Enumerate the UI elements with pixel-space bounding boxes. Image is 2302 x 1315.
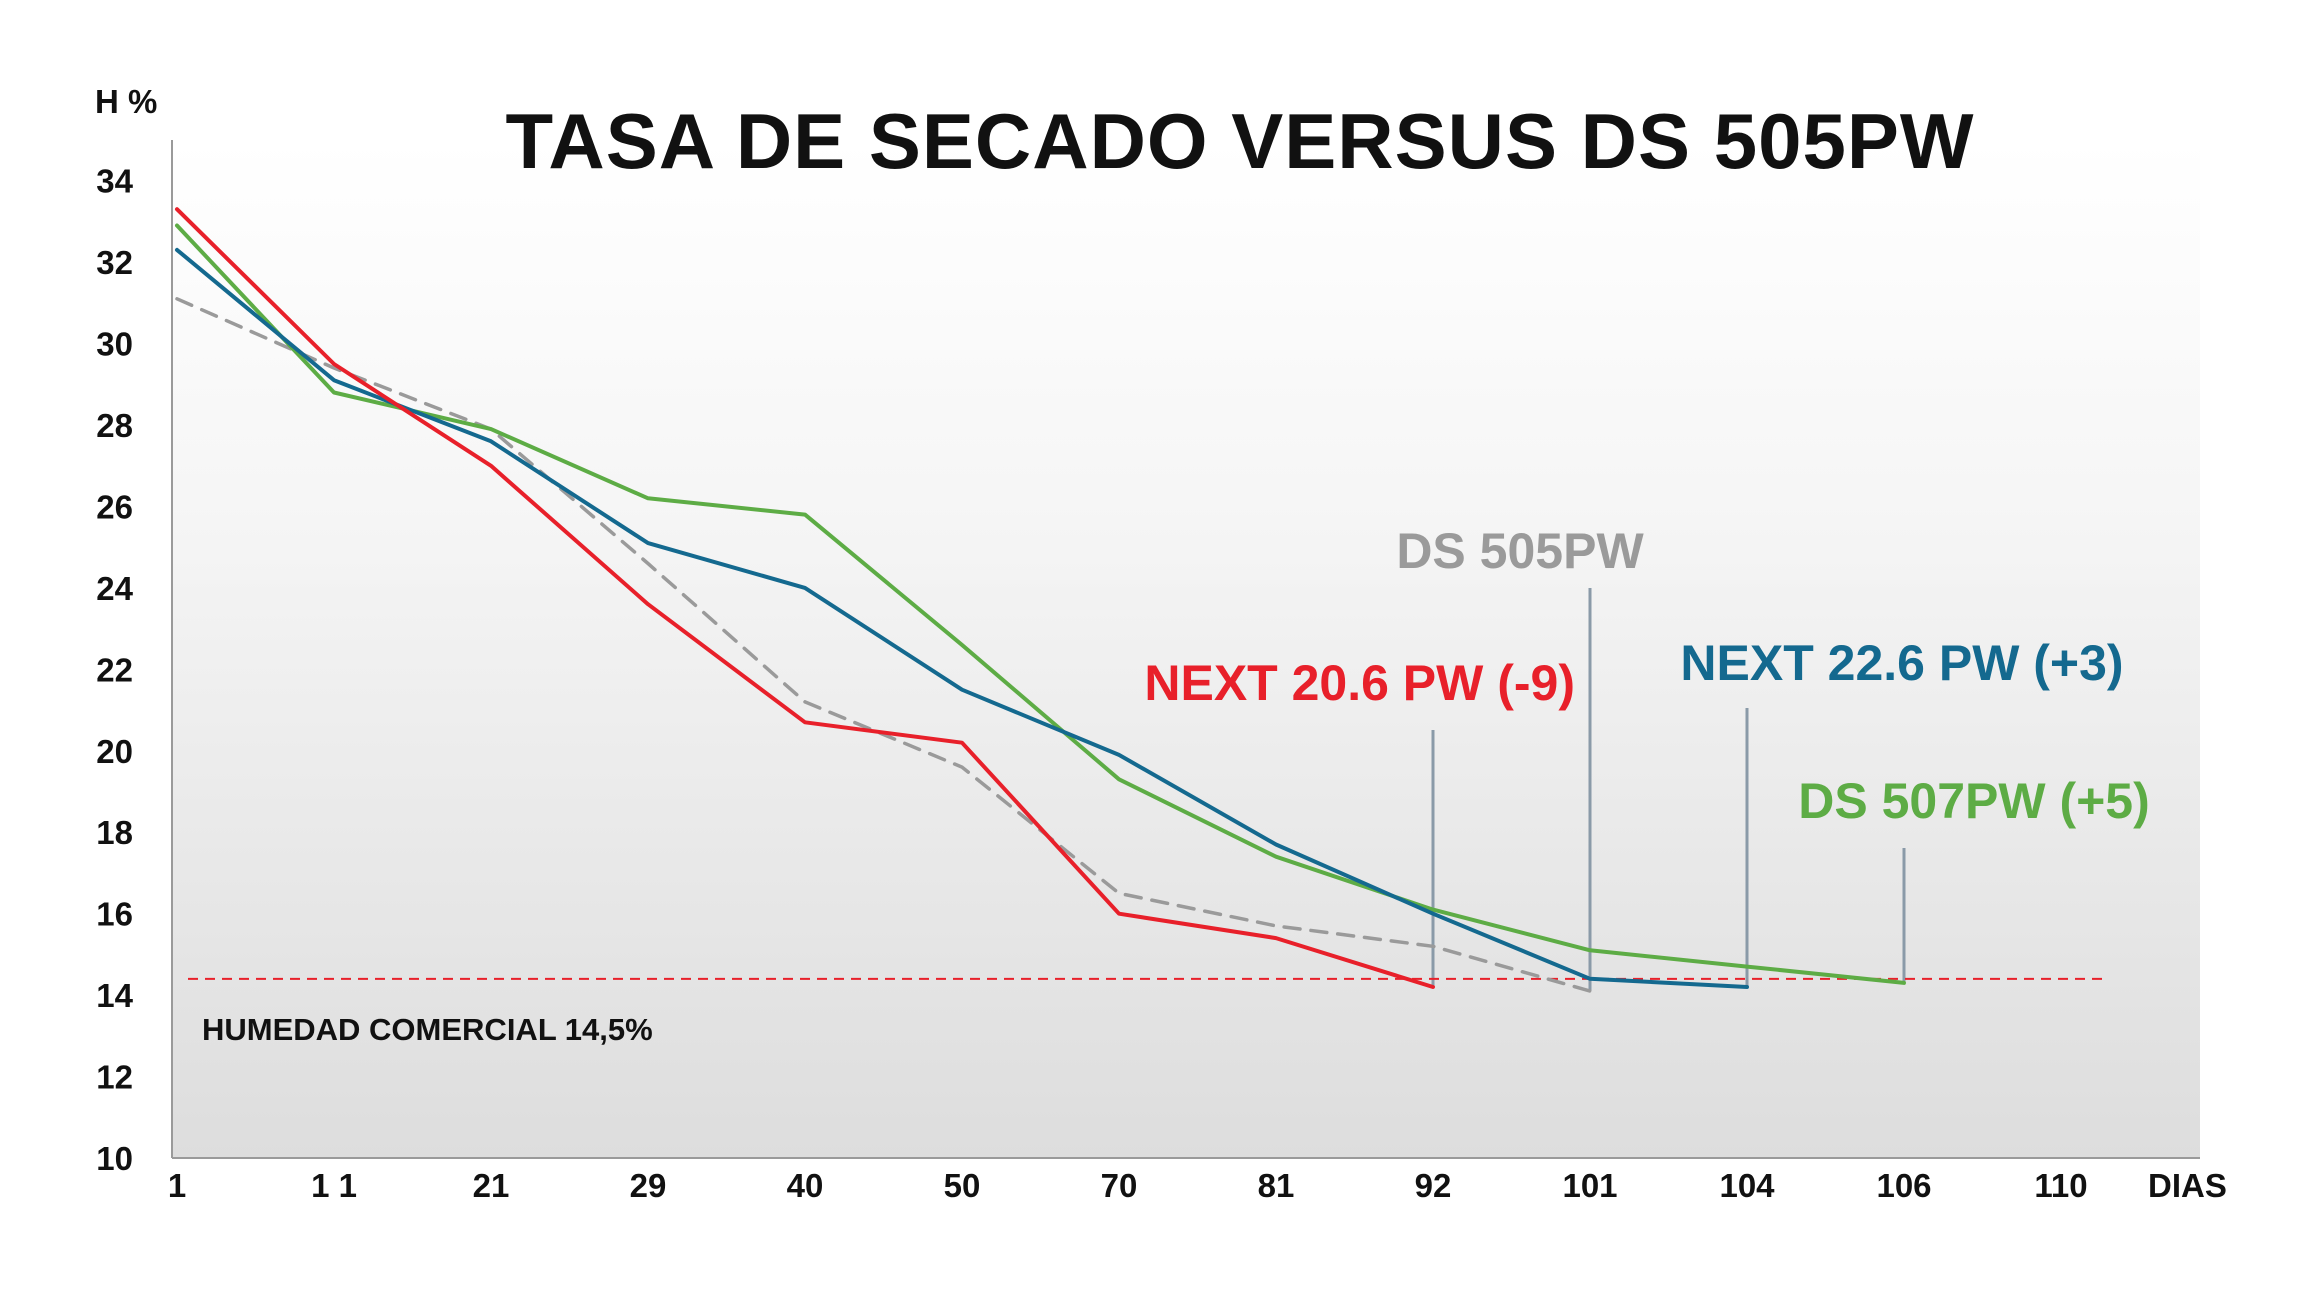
annotation-label: DS 505PW [1396, 523, 1644, 579]
y-tick-label: 14 [96, 977, 133, 1014]
x-tick-label: 21 [473, 1167, 510, 1204]
x-tick-label: 106 [1876, 1167, 1931, 1204]
y-tick-label: 30 [96, 326, 133, 363]
x-tick-label: 104 [1719, 1167, 1775, 1204]
x-tick-label: 50 [944, 1167, 981, 1204]
x-tick-label: 101 [1562, 1167, 1617, 1204]
plot-area-background [172, 140, 2200, 1158]
x-tick-label: 70 [1101, 1167, 1138, 1204]
series-line [175, 207, 1435, 989]
x-tick-label: 92 [1415, 1167, 1452, 1204]
y-tick-label: 22 [96, 651, 133, 688]
y-tick-label: 16 [96, 896, 133, 933]
annotation-leader-lines [1431, 588, 1906, 992]
annotation-label: NEXT 22.6 PW (+3) [1680, 635, 2123, 691]
x-tick-label: 1 1 [311, 1167, 357, 1204]
series-line [175, 247, 1749, 989]
y-tick-label: 20 [96, 733, 133, 770]
annotation-label: DS 507PW (+5) [1798, 773, 2150, 829]
series-annotations: NEXT 20.6 PW (-9) DS 505PW NEXT 22.6 PW (+… [1144, 523, 2149, 829]
x-tick-label: 1 [168, 1167, 186, 1204]
series-lines [175, 207, 1906, 993]
chart-title: TASA DE SECADO VERSUS DS 505PW [506, 97, 1975, 185]
y-tick-label: 26 [96, 488, 133, 525]
y-tick-label: 34 [96, 163, 133, 200]
x-axis-label: DIAS [2148, 1167, 2227, 1204]
y-tick-label: 24 [96, 570, 133, 607]
y-tick-label: 32 [96, 244, 133, 281]
x-tick-label: 40 [787, 1167, 824, 1204]
y-tick-label: 10 [96, 1140, 133, 1177]
y-axis-ticks: 34 32 30 28 26 24 22 20 18 16 14 12 10 [96, 163, 133, 1177]
x-tick-label: 29 [630, 1167, 667, 1204]
y-tick-label: 28 [96, 407, 133, 444]
x-tick-label: 81 [1258, 1167, 1295, 1204]
y-axis-label: H % [95, 83, 157, 120]
y-tick-label: 12 [96, 1059, 133, 1096]
x-tick-label: 110 [2034, 1167, 2087, 1204]
commercial-moisture-label: HUMEDAD COMERCIAL 14,5% [202, 1012, 653, 1047]
y-tick-label: 18 [96, 814, 133, 851]
series-line [175, 223, 1906, 985]
annotation-label: NEXT 20.6 PW (-9) [1144, 655, 1575, 711]
